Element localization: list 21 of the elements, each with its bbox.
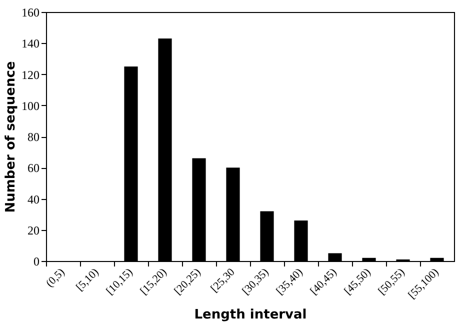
y-axis-title: Number of sequence: [4, 61, 18, 213]
bar: [158, 38, 172, 261]
x-tick-label: (0,5): [44, 266, 68, 290]
bar: [294, 220, 308, 261]
y-tick-label: 60: [28, 161, 40, 176]
y-tick-label: 140: [22, 36, 40, 51]
y-tick-label: 160: [22, 6, 40, 20]
x-axis-title: Length interval: [194, 308, 307, 323]
bar: [328, 253, 342, 261]
y-tick-label: 80: [28, 130, 40, 144]
bar: [226, 168, 240, 261]
bar: [430, 258, 444, 261]
y-tick-label: 100: [22, 98, 40, 113]
bar: [260, 211, 274, 261]
bar: [362, 258, 376, 261]
y-tick-label: 20: [28, 223, 40, 238]
y-tick-label: 120: [22, 68, 40, 82]
y-tick-label: 40: [28, 192, 40, 206]
bar: [124, 66, 138, 261]
bar: [192, 158, 206, 261]
y-tick-label: 0: [34, 254, 40, 268]
